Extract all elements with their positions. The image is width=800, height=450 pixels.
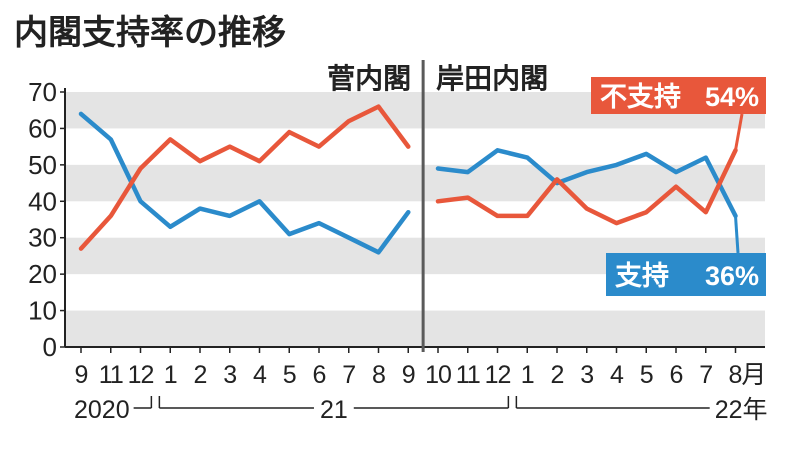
x-tick-label: 4 bbox=[610, 361, 624, 389]
y-tick-label: 30 bbox=[28, 223, 57, 253]
year-axis: 2020 21 22年 bbox=[74, 396, 768, 424]
disapproval-callout-connector bbox=[734, 113, 744, 151]
x-tick-label: 2 bbox=[194, 361, 207, 389]
background-band bbox=[65, 310, 765, 347]
year-label: 21 bbox=[320, 396, 348, 424]
y-tick-label: 10 bbox=[28, 296, 57, 326]
support-callout-connector bbox=[734, 215, 740, 254]
disapproval-callout-label: 不支持 bbox=[600, 82, 681, 112]
y-tick-label: 20 bbox=[28, 259, 57, 289]
y-tick-label: 40 bbox=[28, 186, 57, 216]
x-tick-label: 8 bbox=[372, 361, 385, 389]
year-label: 22年 bbox=[715, 396, 768, 424]
x-tick-label: 9 bbox=[402, 361, 415, 389]
x-tick-label: 5 bbox=[283, 361, 296, 389]
x-tick-label: 7 bbox=[342, 361, 355, 389]
x-tick-label: 6 bbox=[670, 361, 683, 389]
x-tick-label: 5 bbox=[640, 361, 653, 389]
series-lines bbox=[78, 104, 738, 255]
x-tick-label: 3 bbox=[580, 361, 593, 389]
x-tick-label: 12 bbox=[128, 361, 154, 389]
year-label: 2020 bbox=[74, 396, 130, 424]
support-line-kishida bbox=[435, 148, 738, 219]
x-tick-label: 3 bbox=[223, 361, 236, 389]
y-tick-label: 70 bbox=[28, 77, 57, 107]
support-callout-value: 36% bbox=[705, 261, 759, 291]
y-tick-label: 0 bbox=[43, 332, 57, 362]
x-tick-label: 4 bbox=[253, 361, 267, 389]
x-tick-label: 8月 bbox=[729, 361, 766, 389]
support-callout: 支持 36% bbox=[606, 215, 766, 296]
disapproval-callout-value: 54% bbox=[705, 82, 759, 112]
chart-title: 内閣支持率の推移 bbox=[14, 14, 286, 52]
x-tick-label: 1 bbox=[164, 361, 177, 389]
disapproval-line-kishida bbox=[435, 148, 738, 226]
y-axis-ticks: 0 10 20 30 40 50 60 70 bbox=[28, 77, 65, 362]
disapproval-callout: 不支持 54% bbox=[591, 77, 766, 151]
x-tick-label: 6 bbox=[313, 361, 326, 389]
support-callout-label: 支持 bbox=[615, 261, 669, 291]
x-tick-label: 9 bbox=[75, 361, 88, 389]
x-tick-label: 7 bbox=[699, 361, 712, 389]
background-bands bbox=[65, 92, 765, 347]
y-tick-label: 60 bbox=[28, 113, 57, 143]
x-tick-label: 12 bbox=[485, 361, 511, 389]
x-tick-label: 11 bbox=[99, 361, 123, 389]
x-tick-label: 11 bbox=[456, 361, 480, 389]
support-line-suga bbox=[78, 111, 411, 255]
x-tick-label: 2 bbox=[551, 361, 564, 389]
cabinet-label-kishida: 岸田内閣 bbox=[436, 63, 548, 94]
support-callout-box bbox=[606, 253, 766, 296]
x-tick-label: 10 bbox=[425, 361, 451, 389]
background-band bbox=[65, 164, 765, 202]
disapproval-line-suga bbox=[78, 104, 411, 251]
axes bbox=[64, 88, 765, 348]
x-axis-ticks: 9 11 12 1 2 3 4 5 6 7 8 9 10 11 12 1 2 3 4 5 6 7 8月 bbox=[75, 347, 766, 389]
cabinet-label-suga: 菅内閣 bbox=[327, 63, 411, 94]
x-tick-label: 1 bbox=[521, 361, 534, 389]
y-tick-label: 50 bbox=[28, 150, 57, 180]
disapproval-callout-box bbox=[591, 77, 766, 114]
